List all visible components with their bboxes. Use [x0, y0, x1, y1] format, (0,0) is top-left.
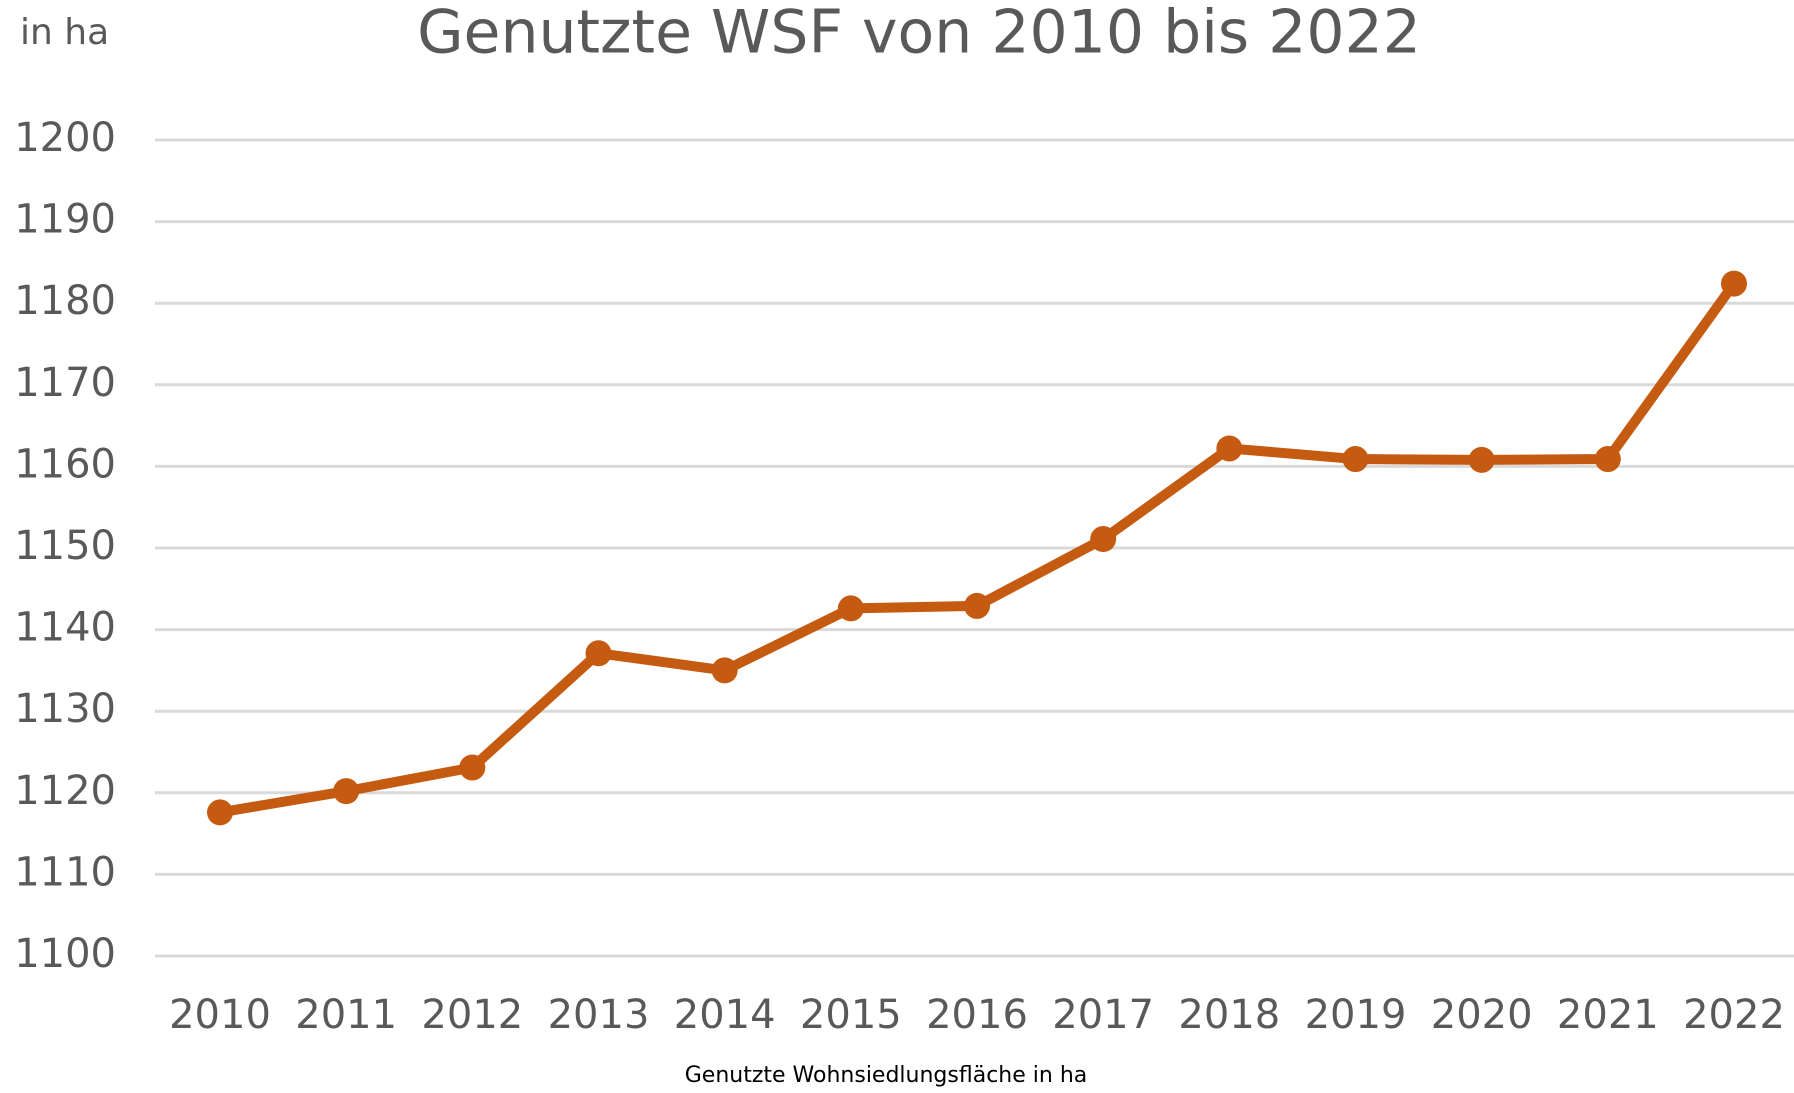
x-tick-label: 2017	[1052, 992, 1154, 1038]
y-tick-label: 1190	[14, 197, 116, 243]
x-tick-label: 2020	[1431, 992, 1533, 1038]
data-point	[333, 778, 360, 805]
data-point	[1721, 270, 1747, 297]
y-tick-label: 1100	[14, 931, 116, 977]
x-tick-label: 2014	[674, 992, 776, 1038]
data-point	[837, 595, 864, 622]
x-tick-label: 2011	[295, 992, 397, 1038]
y-tick-label: 1180	[14, 278, 116, 324]
data-point	[1468, 446, 1495, 473]
x-tick-label: 2010	[169, 992, 271, 1038]
data-point	[207, 799, 233, 826]
y-tick-label: 1110	[14, 849, 116, 895]
data-point	[459, 754, 486, 781]
y-tick-label: 1130	[14, 686, 116, 732]
y-tick-label: 1170	[14, 360, 116, 406]
y-tick-label: 1200	[14, 115, 116, 161]
data-point	[1090, 526, 1117, 553]
data-point	[1594, 446, 1621, 473]
data-point	[1216, 435, 1243, 462]
x-tick-label: 2016	[926, 992, 1028, 1038]
x-tick-label: 2015	[800, 992, 902, 1038]
data-point	[585, 640, 612, 667]
x-tick-label: 2013	[548, 992, 650, 1038]
data-point	[964, 592, 990, 619]
chart-title: Genutzte WSF von 2010 bis 2022	[417, 0, 1421, 68]
x-tick-label: 2012	[421, 992, 523, 1038]
legend-entry: Genutzte Wohnsiedlungsfläche in ha	[685, 1063, 1088, 1088]
y-tick-label: 1150	[14, 523, 116, 569]
data-point	[711, 657, 738, 684]
x-tick-label: 2022	[1683, 992, 1785, 1038]
x-tick-label: 2019	[1305, 992, 1407, 1038]
data-point	[1342, 446, 1369, 473]
y-tick-label: 1120	[14, 768, 116, 814]
x-tick-label: 2018	[1178, 992, 1280, 1038]
y-tick-label: 1160	[14, 441, 116, 487]
y-axis-label: in ha	[20, 12, 109, 53]
x-tick-label: 2021	[1557, 992, 1659, 1038]
y-tick-label: 1140	[14, 605, 116, 651]
